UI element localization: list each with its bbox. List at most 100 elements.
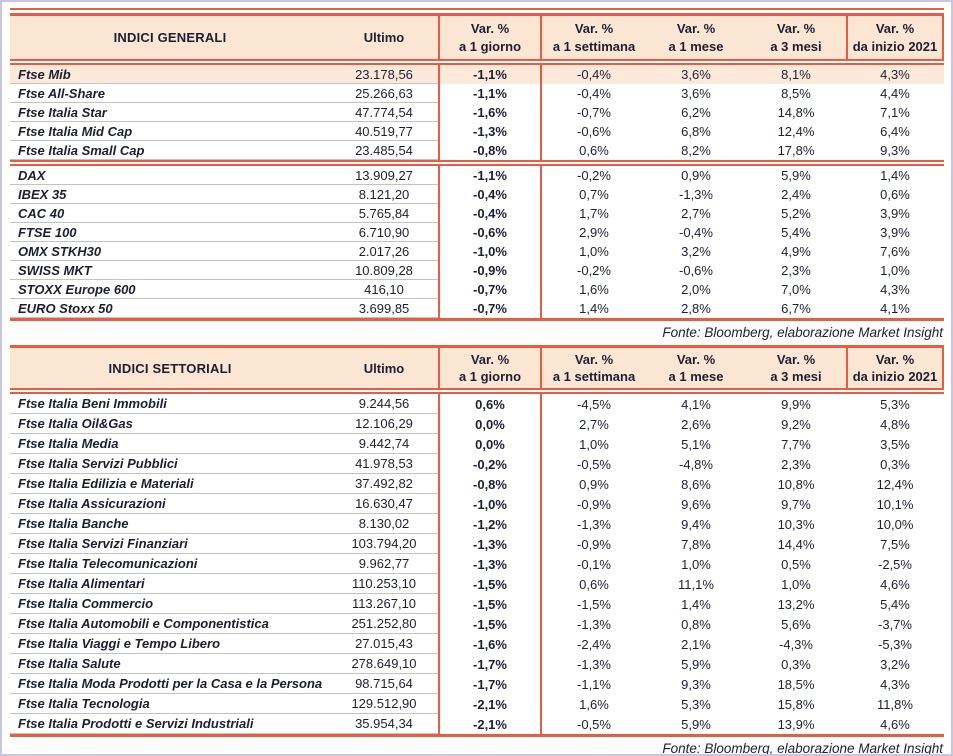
value-ultimo: 2.017,26	[330, 242, 438, 261]
value-var-1-settimana: 2,9%	[579, 225, 609, 240]
var-pct-label: Var. %	[776, 20, 816, 36]
value-var-1-giorno: -0,2%	[438, 454, 542, 474]
index-name: Ftse Italia Servizi Finanziari	[10, 534, 330, 554]
value-ultimo: 35.954,34	[330, 714, 438, 734]
value-var-1-giorno: -1,3%	[438, 534, 542, 554]
value-var-1-giorno: -0,6%	[438, 223, 542, 242]
value-var-1-settimana: -0,9%	[577, 536, 611, 552]
value-var-da-inizio-2021: 1,0%	[880, 263, 910, 278]
table-row: Ftse Italia Servizi Pubblici 41.978,53 -…	[10, 454, 944, 474]
source-note: Fonte: Bloomberg, elaborazione Market In…	[662, 325, 943, 340]
value-var-3-mesi: 1,0%	[781, 576, 811, 592]
var-period-label: a 1 settimana	[552, 369, 636, 385]
value-var-da-inizio-2021: 0,6%	[880, 187, 910, 202]
table-top-border	[10, 345, 944, 348]
value-var-1-settimana: 2,7%	[579, 416, 609, 432]
value-var-da-inizio-2021: 7,6%	[880, 244, 910, 259]
value-var-1-settimana: 0,6%	[579, 143, 609, 158]
value-var-da-inizio-2021: -3,7%	[878, 616, 912, 632]
value-var-1-settimana: -1,3%	[577, 616, 611, 632]
value-var-3-mesi: 13,2%	[777, 596, 815, 612]
value-ultimo: 37.492,82	[330, 474, 438, 494]
value-var-3-mesi: -4,3%	[779, 636, 813, 652]
value-var-3-mesi: 5,9%	[781, 168, 811, 183]
value-var-1-settimana: -2,4%	[577, 636, 611, 652]
value-var-1-giorno: 0,6%	[438, 394, 542, 414]
value-var-da-inizio-2021: 7,5%	[880, 536, 910, 552]
value-var-3-mesi: 0,5%	[781, 556, 811, 572]
index-name: Ftse Italia Edilizia e Materiali	[10, 474, 330, 494]
value-var-1-settimana: -0,1%	[577, 556, 611, 572]
column-header-var-pct: Var. % a 1 settimana	[542, 16, 646, 59]
value-var-1-settimana: 1,6%	[579, 696, 609, 712]
value-var-1-mese: 1,0%	[681, 556, 711, 572]
table-title: INDICI GENERALI	[113, 30, 227, 45]
table-row: DAX 13.909,27 -1,1% -0,2% 0,9% 5,9% 1,4%	[10, 166, 944, 185]
value-var-1-giorno: -1,3%	[438, 554, 542, 574]
table-row: Ftse Italia Automobili e Componentistica…	[10, 614, 944, 634]
value-var-1-giorno: -0,7%	[438, 280, 542, 299]
index-name: Ftse Italia Small Cap	[10, 141, 330, 160]
table-row: Ftse Italia Beni Immobili 9.244,56 0,6% …	[10, 394, 944, 414]
value-ultimo: 129.512,90	[330, 694, 438, 714]
value-var-1-mese: 3,6%	[681, 86, 711, 101]
value-ultimo: 9.244,56	[330, 394, 438, 414]
var-pct-label: Var. %	[574, 20, 614, 36]
value-var-1-mese: 5,9%	[681, 656, 711, 672]
value-ultimo: 8.130,02	[330, 514, 438, 534]
value-ultimo: 10.809,28	[330, 261, 438, 280]
column-header-var-pct: Var. % a 3 mesi	[746, 348, 846, 388]
value-var-1-giorno: -1,5%	[438, 594, 542, 614]
index-name: Ftse Italia Mid Cap	[10, 122, 330, 141]
table-top-border	[10, 8, 944, 16]
value-var-1-mese: 1,4%	[681, 596, 711, 612]
table-row: Ftse Italia Star 47.774,54 -1,6% -0,7% 6…	[10, 103, 944, 122]
value-var-1-mese: 2,7%	[681, 206, 711, 221]
value-var-1-giorno: -0,4%	[438, 204, 542, 223]
index-name: Ftse Italia Alimentari	[10, 574, 330, 594]
value-ultimo: 98.715,64	[330, 674, 438, 694]
value-var-da-inizio-2021: 4,3%	[880, 67, 910, 82]
value-var-1-settimana: 0,7%	[579, 187, 609, 202]
value-ultimo: 40.519,77	[330, 122, 438, 141]
index-name: SWISS MKT	[10, 261, 330, 280]
value-var-da-inizio-2021: 5,3%	[880, 396, 910, 412]
value-var-da-inizio-2021: 4,8%	[880, 416, 910, 432]
table-body: Ftse Mib 23.178,56 -1,1% -0,4% 3,6% 8,1%…	[10, 65, 944, 318]
index-name: STOXX Europe 600	[10, 280, 330, 299]
value-var-da-inizio-2021: 3,5%	[880, 436, 910, 452]
var-period-label: a 1 settimana	[552, 39, 636, 55]
value-var-1-settimana: 1,4%	[579, 301, 609, 316]
value-var-1-mese: 4,1%	[681, 396, 711, 412]
value-var-1-settimana: -1,3%	[577, 516, 611, 532]
value-var-1-mese: 3,2%	[681, 244, 711, 259]
value-var-1-mese: -4,8%	[679, 456, 713, 472]
value-var-3-mesi: 2,4%	[781, 187, 811, 202]
column-header-var-pct: Var. % a 3 mesi	[746, 16, 846, 59]
table-row: IBEX 35 8.121,20 -0,4% 0,7% -1,3% 2,4% 0…	[10, 185, 944, 204]
table-row: Ftse Italia Small Cap 23.485,54 -0,8% 0,…	[10, 141, 944, 160]
value-var-1-giorno: -0,8%	[438, 474, 542, 494]
column-header-var-pct: Var. % a 1 settimana	[542, 348, 646, 388]
index-name: Ftse Italia Star	[10, 103, 330, 122]
index-name: Ftse Italia Media	[10, 434, 330, 454]
value-var-1-mese: -0,6%	[679, 263, 713, 278]
indices-table: INDICI GENERALI Ultimo Var. % a 1 giorno…	[10, 8, 944, 345]
table-row: STOXX Europe 600 416,10 -0,7% 1,6% 2,0% …	[10, 280, 944, 299]
value-var-1-giorno: -0,9%	[438, 261, 542, 280]
value-var-3-mesi: 0,3%	[781, 656, 811, 672]
table-row: Ftse Italia Prodotti e Servizi Industria…	[10, 714, 944, 734]
var-period-label: a 1 mese	[668, 39, 724, 55]
value-var-1-mese: -0,4%	[679, 225, 713, 240]
value-var-3-mesi: 2,3%	[781, 263, 811, 278]
var-period-label: a 1 mese	[668, 369, 724, 385]
var-period-label: a 1 giorno	[458, 369, 522, 385]
value-var-3-mesi: 13,9%	[777, 716, 815, 732]
header-bottom-double-rule	[10, 59, 944, 65]
value-var-1-settimana: -0,4%	[577, 86, 611, 101]
value-var-da-inizio-2021: 6,4%	[880, 124, 910, 139]
value-var-1-mese: 8,6%	[681, 476, 711, 492]
value-var-1-giorno: -1,1%	[438, 65, 542, 84]
value-ultimo: 8.121,20	[330, 185, 438, 204]
